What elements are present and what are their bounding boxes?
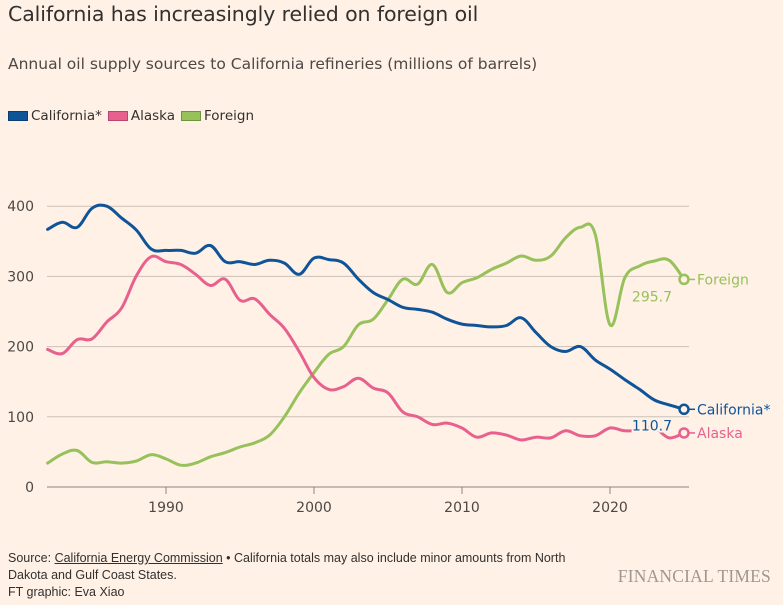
y-tick-label: 300	[7, 269, 34, 285]
end-label-california: California*	[697, 402, 770, 418]
series-end-labels: California* 110.7 Alaska Foreign 295.7	[630, 272, 771, 442]
source-link[interactable]: California Energy Commission	[54, 551, 223, 565]
end-marker-california	[678, 403, 690, 416]
end-value-label-california: 110.7	[632, 418, 672, 434]
ft-logo: FINANCIAL TIMES	[617, 566, 771, 586]
end-value-label-foreign: 295.7	[632, 289, 672, 305]
x-axis: 1990 2000 2010 2020	[148, 487, 628, 516]
series-lines	[46, 203, 686, 467]
y-tick-label: 100	[7, 410, 34, 426]
y-axis: 0 100 200 300 400	[7, 199, 34, 496]
x-tick-label: 2010	[444, 500, 480, 516]
line-chart: 0 100 200 300 400 1990 2000 2010 2020 Californi…	[7, 199, 771, 516]
legend-swatch-california	[8, 111, 28, 121]
source-note: Source: California Energy Commission • C…	[8, 550, 608, 584]
x-tick-label: 1990	[148, 500, 184, 516]
end-label-alaska: Alaska	[697, 426, 743, 442]
legend-label-alaska: Alaska	[130, 108, 176, 124]
legend-item-alaska: Alaska	[107, 108, 176, 124]
series-line-alaska	[46, 254, 686, 442]
end-marker-alaska	[678, 427, 690, 439]
chart-subtitle: Annual oil supply sources to California …	[8, 55, 538, 73]
end-label-foreign: Foreign	[697, 272, 749, 288]
series-line-foreign	[46, 222, 686, 467]
end-marker-foreign	[678, 273, 690, 286]
legend-swatch-alaska	[107, 111, 128, 121]
grid	[47, 205, 689, 488]
x-tick-label: 2000	[296, 500, 332, 516]
y-tick-label: 200	[7, 340, 34, 356]
legend-item-california: California*	[8, 108, 102, 124]
legend-item-foreign: Foreign	[181, 108, 254, 124]
x-tick-label: 2020	[592, 500, 628, 516]
y-tick-label: 400	[7, 199, 34, 215]
footer: Source: California Energy Commission • C…	[8, 550, 608, 601]
credit: FT graphic: Eva Xiao	[8, 585, 125, 599]
series-line-california	[46, 203, 686, 411]
chart-title: California has increasingly relied on fo…	[8, 2, 479, 26]
source-prefix: Source:	[8, 551, 55, 565]
legend: California* Alaska Foreign	[8, 108, 260, 124]
legend-label-foreign: Foreign	[204, 108, 254, 124]
legend-swatch-foreign	[181, 111, 202, 121]
legend-label-california: California*	[31, 108, 102, 124]
footnote: • California totals may also include min…	[8, 551, 566, 582]
y-tick-label: 0	[25, 480, 34, 496]
